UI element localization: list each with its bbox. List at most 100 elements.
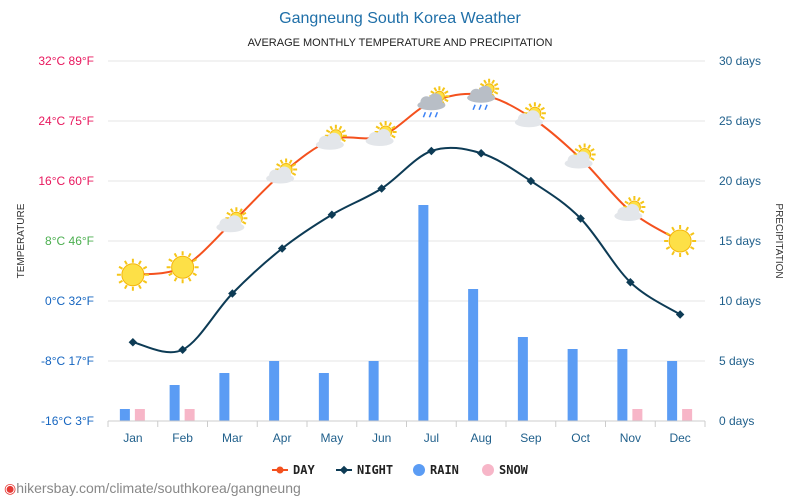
y-right-tick-label: 25 days [719,114,761,128]
partly-cloudy-icon [216,207,248,233]
sun-ray [329,125,334,131]
sun-ray [192,258,197,263]
sun-disc [121,263,145,287]
sun-ray [239,208,243,213]
rain-drop [484,104,488,111]
x-tick-label: Feb [172,431,193,445]
sun-ray [124,284,128,290]
sun-ray [379,121,383,127]
rain-bar [269,361,280,421]
sun-ray [444,90,449,95]
cloud-part [428,93,443,108]
sun-ray [483,79,487,85]
rain-bar [119,409,130,421]
y-right-tick-label: 15 days [719,234,761,248]
rain-bar [219,373,230,421]
sun-ray [138,260,142,265]
chart-title: Gangneung South Korea Weather [279,10,521,27]
rain-bar [667,361,678,421]
rain-bar [418,205,429,421]
rain-bar [617,349,628,421]
y-right-tick-label: 30 days [719,54,761,68]
x-tick-label: Nov [620,431,641,445]
legend-item-rain[interactable]: RAIN [413,463,459,477]
y-left-tick-label: 24°C 75°F [38,114,94,128]
sun-ray [388,121,392,127]
partly-cloudy-icon [614,196,646,221]
sun-ray [375,125,381,130]
sun-ray [537,103,542,108]
sun-ray [338,125,343,131]
x-tick-label: May [321,431,344,445]
x-tick-label: Mar [222,431,243,445]
sun-ray [628,196,632,202]
partly-cloudy-icon [564,143,596,169]
sun-ray [574,148,580,152]
sun-ray [118,265,123,270]
sun-ray [639,200,645,205]
rain-drop [472,104,476,111]
legend-label: NIGHT [357,463,393,477]
sun-ray [639,209,645,214]
sun-ray [118,279,123,284]
sun-ray [192,272,197,277]
sun-ray [226,211,231,216]
sun-ray [479,82,485,87]
sun-ray [173,277,178,282]
footer-url[interactable]: hikersbay.com/climate/southkorea/gangneu… [16,480,301,496]
snow-bar [682,409,693,421]
legend-dot [482,464,494,476]
chart-subtitle: AVERAGE MONTHLY TEMPERATURE AND PRECIPIT… [248,37,553,49]
night-point [228,289,237,298]
night-point [128,338,138,347]
legend-label: DAY [293,463,315,477]
footer: ◉hikersbay.com/climate/southkorea/gangne… [4,480,301,497]
cloud-part [326,132,341,147]
snow-bar [632,409,643,421]
sun-ray [665,246,671,250]
cloud-part [478,85,493,100]
x-tick-label: Jan [123,431,142,445]
x-tick-label: Jul [424,431,439,445]
sun-ray [173,252,178,258]
legend-item-night[interactable]: NIGHT [336,463,393,477]
sun-ray [665,232,671,236]
partly-cloudy-icon [365,121,397,146]
rain-bar [468,289,479,421]
sun-ray [124,260,128,265]
sun-ray [279,159,284,164]
sun-ray [493,90,499,95]
night-point [377,184,386,193]
sun-ray [288,159,293,164]
legend-item-day[interactable]: DAY [272,463,315,477]
x-tick-label: Jun [372,431,391,445]
y-left-tick-label: 0°C 32°F [45,294,94,308]
sun-ray [230,208,234,213]
sun-icon [116,258,149,291]
sun-ray [540,106,545,111]
rain-bar [368,361,379,421]
sun-ray [142,279,148,284]
partly-cloudy-icon [315,124,347,150]
x-tick-label: Sep [520,431,542,445]
x-tick-label: Apr [273,431,292,445]
y-left-tick-label: -8°C 17°F [41,354,94,368]
sun-ray [528,103,533,108]
sun-ray [637,196,641,202]
sun-disc [668,229,692,253]
y-left-tick-label: 16°C 60°F [38,174,94,188]
sun-icon [664,225,697,257]
legend-item-snow[interactable]: SNOW [482,463,529,477]
night-point [178,345,187,354]
night-point [327,210,337,219]
sun-ray [524,106,530,111]
sun-ray [433,87,438,92]
snow-bar [134,409,145,421]
night-point [277,244,287,253]
y-right-axis-label: PRECIPITATION [773,203,784,278]
sun-ray [493,82,499,87]
rain-bar [169,385,180,421]
rain-drop [434,111,439,118]
sun-ray [441,87,446,92]
night-point [626,278,635,287]
